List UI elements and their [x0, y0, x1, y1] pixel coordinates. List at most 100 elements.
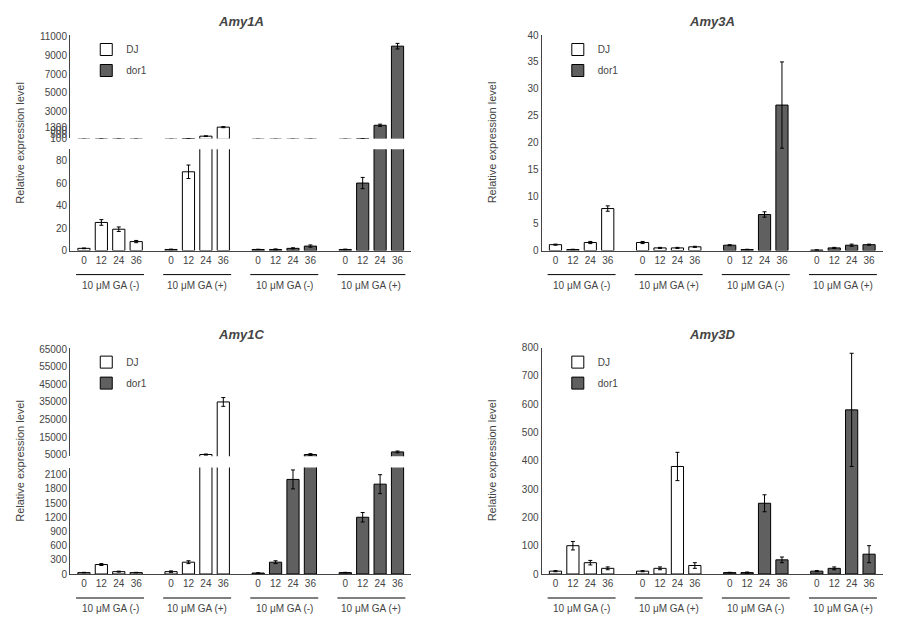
- svg-text:0: 0: [81, 578, 87, 589]
- svg-text:0: 0: [640, 578, 646, 589]
- svg-text:36: 36: [863, 255, 875, 266]
- svg-text:500: 500: [522, 427, 539, 438]
- svg-text:10 μM GA (-): 10 μM GA (-): [727, 603, 784, 614]
- svg-text:10 μM GA (-): 10 μM GA (-): [727, 280, 784, 291]
- svg-text:0: 0: [814, 255, 820, 266]
- svg-text:0: 0: [81, 255, 87, 266]
- svg-text:36: 36: [305, 255, 317, 266]
- svg-text:600: 600: [522, 399, 539, 410]
- svg-text:900: 900: [50, 526, 67, 537]
- svg-text:24: 24: [759, 255, 771, 266]
- svg-text:12: 12: [654, 578, 666, 589]
- svg-text:10 μM GA (+): 10 μM GA (+): [341, 603, 401, 614]
- svg-text:10 μM GA (+): 10 μM GA (+): [639, 603, 699, 614]
- svg-text:11000: 11000: [40, 31, 68, 42]
- svg-text:40: 40: [527, 30, 539, 41]
- svg-text:12: 12: [829, 255, 841, 266]
- svg-text:0: 0: [533, 569, 539, 580]
- svg-text:12: 12: [357, 255, 369, 266]
- svg-text:24: 24: [672, 578, 684, 589]
- svg-text:400: 400: [522, 455, 539, 466]
- svg-text:12: 12: [96, 255, 108, 266]
- svg-text:36: 36: [392, 578, 404, 589]
- svg-text:9000: 9000: [45, 50, 68, 61]
- svg-text:36: 36: [392, 255, 404, 266]
- svg-text:10 μM GA (+): 10 μM GA (+): [813, 603, 873, 614]
- svg-text:24: 24: [672, 255, 684, 266]
- svg-text:35: 35: [527, 56, 539, 67]
- svg-text:5: 5: [533, 218, 539, 229]
- svg-text:10 μM GA (+): 10 μM GA (+): [167, 603, 227, 614]
- svg-text:12: 12: [357, 578, 369, 589]
- svg-text:700: 700: [522, 370, 539, 381]
- svg-text:25000: 25000: [39, 414, 67, 425]
- svg-text:Relative expression level: Relative expression level: [14, 400, 26, 522]
- svg-text:dor1: dor1: [598, 378, 618, 389]
- svg-text:10 μM GA (+): 10 μM GA (+): [639, 280, 699, 291]
- svg-text:500: 500: [50, 129, 67, 140]
- svg-text:35000: 35000: [39, 396, 67, 407]
- svg-text:24: 24: [287, 255, 299, 266]
- svg-text:0: 0: [553, 578, 559, 589]
- svg-text:0: 0: [61, 569, 67, 580]
- svg-text:36: 36: [305, 578, 317, 589]
- svg-text:12: 12: [183, 578, 195, 589]
- svg-text:36: 36: [131, 578, 143, 589]
- svg-text:1300: 1300: [45, 122, 68, 133]
- svg-text:60: 60: [56, 178, 68, 189]
- svg-text:Amy3A: Amy3A: [689, 14, 735, 29]
- svg-text:100: 100: [50, 133, 67, 144]
- svg-text:45000: 45000: [39, 379, 67, 390]
- svg-text:Relative expression level: Relative expression level: [486, 82, 498, 204]
- svg-text:0: 0: [168, 255, 174, 266]
- svg-text:12: 12: [270, 255, 282, 266]
- svg-text:24: 24: [846, 255, 858, 266]
- svg-text:0: 0: [342, 255, 348, 266]
- svg-text:900: 900: [50, 125, 67, 136]
- svg-text:30: 30: [527, 83, 539, 94]
- svg-text:12: 12: [183, 255, 195, 266]
- svg-text:36: 36: [776, 578, 788, 589]
- svg-text:0: 0: [168, 578, 174, 589]
- svg-text:10 μM GA (+): 10 μM GA (+): [167, 280, 227, 291]
- svg-text:36: 36: [218, 578, 230, 589]
- svg-text:5000: 5000: [45, 449, 68, 460]
- svg-text:12: 12: [567, 578, 579, 589]
- svg-text:100: 100: [522, 540, 539, 551]
- svg-text:2100: 2100: [45, 469, 68, 480]
- svg-text:1800: 1800: [45, 483, 68, 494]
- svg-text:DJ: DJ: [126, 44, 138, 55]
- svg-text:24: 24: [585, 578, 597, 589]
- svg-text:800: 800: [522, 342, 539, 353]
- svg-text:24: 24: [113, 578, 125, 589]
- svg-text:12: 12: [742, 578, 754, 589]
- svg-text:36: 36: [602, 578, 614, 589]
- svg-text:24: 24: [200, 255, 212, 266]
- svg-text:40: 40: [56, 200, 68, 211]
- svg-text:10 μM GA (-): 10 μM GA (-): [82, 603, 139, 614]
- svg-text:DJ: DJ: [598, 357, 610, 368]
- svg-text:24: 24: [585, 255, 597, 266]
- svg-text:Relative expression level: Relative expression level: [486, 400, 498, 522]
- svg-text:10 μM GA (-): 10 μM GA (-): [256, 603, 313, 614]
- svg-text:15: 15: [527, 164, 539, 175]
- svg-text:36: 36: [776, 255, 788, 266]
- svg-text:55000: 55000: [39, 361, 67, 372]
- svg-text:10 μM GA (-): 10 μM GA (-): [256, 280, 313, 291]
- svg-text:65000: 65000: [39, 344, 67, 355]
- svg-text:12: 12: [742, 255, 754, 266]
- svg-text:0: 0: [533, 245, 539, 256]
- svg-text:600: 600: [50, 540, 67, 551]
- svg-text:12: 12: [270, 578, 282, 589]
- svg-text:20: 20: [527, 137, 539, 148]
- svg-text:7000: 7000: [45, 69, 68, 80]
- svg-text:1200: 1200: [45, 512, 68, 523]
- svg-text:24: 24: [846, 578, 858, 589]
- svg-text:200: 200: [522, 512, 539, 523]
- svg-text:10 μM GA (+): 10 μM GA (+): [813, 280, 873, 291]
- svg-text:dor1: dor1: [598, 65, 618, 76]
- svg-text:10: 10: [527, 191, 539, 202]
- svg-text:36: 36: [689, 255, 701, 266]
- svg-text:24: 24: [113, 255, 125, 266]
- svg-text:Amy3D: Amy3D: [689, 327, 735, 342]
